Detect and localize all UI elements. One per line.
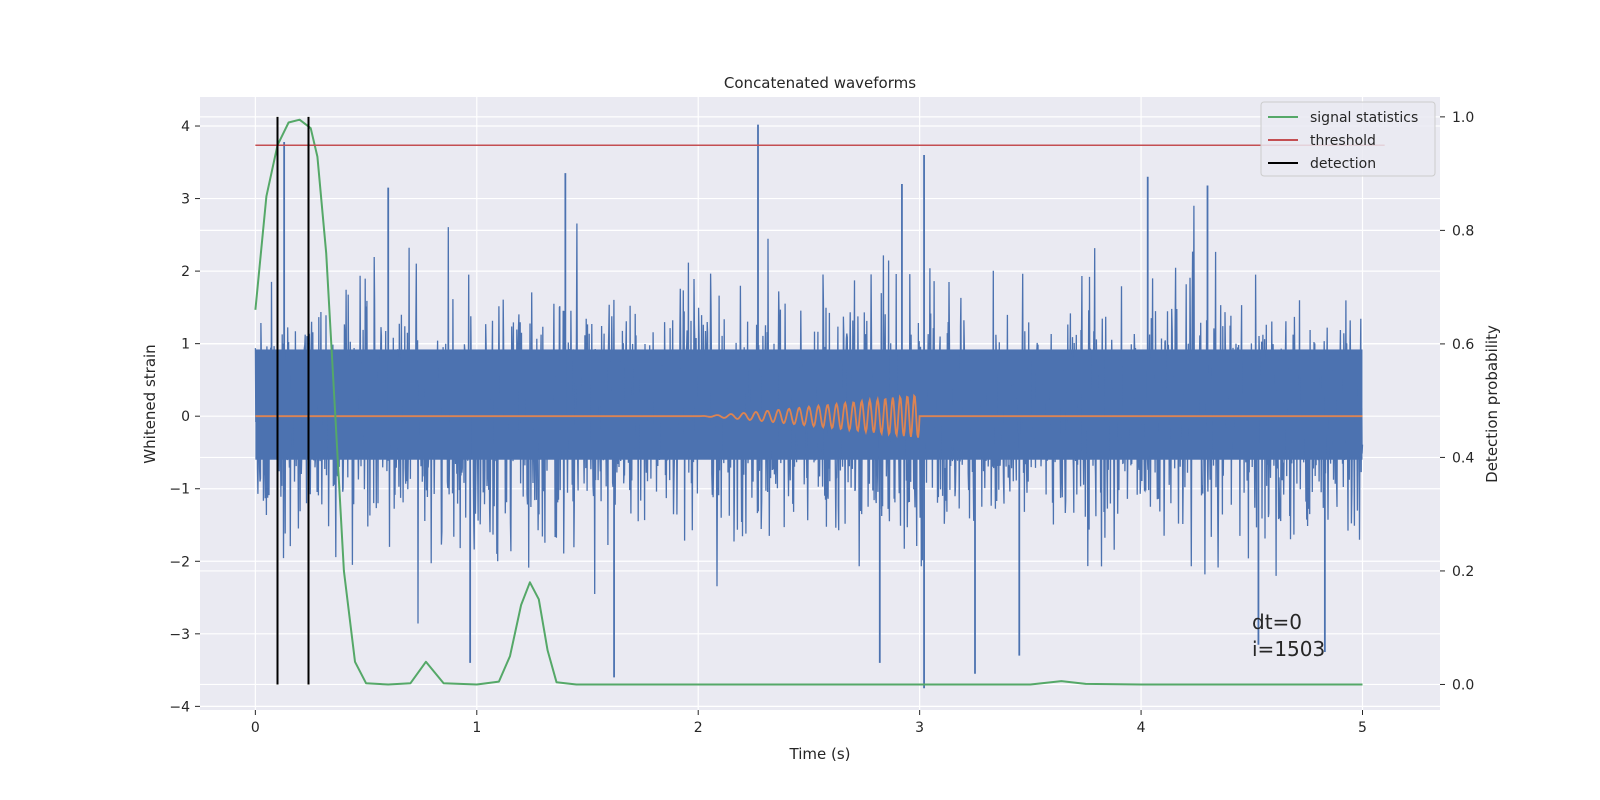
right-y-tick-label: 0.8 bbox=[1452, 223, 1474, 239]
annotation: dt=0 i=1503 bbox=[1252, 610, 1325, 661]
y-tick-label: −4 bbox=[169, 699, 190, 715]
x-tick-label: 4 bbox=[1137, 720, 1146, 736]
chirp-line bbox=[255, 393, 1363, 439]
legend-label-signal-statistics: signal statistics bbox=[1310, 110, 1418, 126]
right-y-axis-label: Detection probability bbox=[1483, 325, 1501, 483]
chirp-series bbox=[255, 393, 1363, 439]
y-tick-label: −2 bbox=[169, 554, 190, 570]
legend: signal statistics threshold detection bbox=[1260, 101, 1436, 177]
right-y-tick-label: 0.2 bbox=[1452, 564, 1474, 580]
chart-title: Concatenated waveforms bbox=[724, 74, 916, 92]
x-tick-label: 5 bbox=[1358, 720, 1367, 736]
y-axis-label: Whitened strain bbox=[141, 344, 159, 463]
x-axis-label: Time (s) bbox=[789, 745, 851, 763]
right-y-tick-label: 0.6 bbox=[1452, 337, 1474, 353]
y-tick-label: −1 bbox=[169, 482, 190, 498]
right-y-tick-label: 1.0 bbox=[1452, 110, 1474, 126]
annotation-dt: dt=0 bbox=[1252, 610, 1302, 634]
detection-series bbox=[276, 116, 310, 685]
y-tick-label: −3 bbox=[169, 627, 190, 643]
x-tick-label: 3 bbox=[915, 720, 924, 736]
x-tick-label: 0 bbox=[251, 720, 260, 736]
x-tick-label: 2 bbox=[694, 720, 703, 736]
right-y-axis-ticks: 0.0 0.2 0.4 0.6 0.8 1.0 bbox=[1440, 110, 1474, 693]
legend-label-threshold: threshold bbox=[1310, 133, 1376, 149]
x-tick-label: 1 bbox=[472, 720, 481, 736]
y-tick-label: 4 bbox=[181, 119, 190, 135]
legend-label-detection: detection bbox=[1310, 156, 1376, 172]
y-tick-label: 1 bbox=[181, 337, 190, 353]
legend-box bbox=[1260, 101, 1436, 177]
left-y-axis-ticks: −4 −3 −2 −1 0 1 2 3 4 bbox=[169, 119, 200, 715]
signal-statistics-line bbox=[254, 118, 1363, 686]
noise-trace bbox=[254, 205, 1364, 624]
y-tick-label: 2 bbox=[181, 264, 190, 280]
y-tick-label: 3 bbox=[181, 192, 190, 208]
right-y-tick-label: 0.0 bbox=[1452, 677, 1474, 693]
right-y-tick-label: 0.4 bbox=[1452, 450, 1474, 466]
x-axis-ticks: 0 1 2 3 4 5 bbox=[251, 710, 1367, 736]
annotation-index: i=1503 bbox=[1252, 637, 1325, 661]
signal-statistics-series bbox=[254, 118, 1363, 686]
y-tick-label: 0 bbox=[181, 409, 190, 425]
noise-series bbox=[254, 124, 1364, 689]
